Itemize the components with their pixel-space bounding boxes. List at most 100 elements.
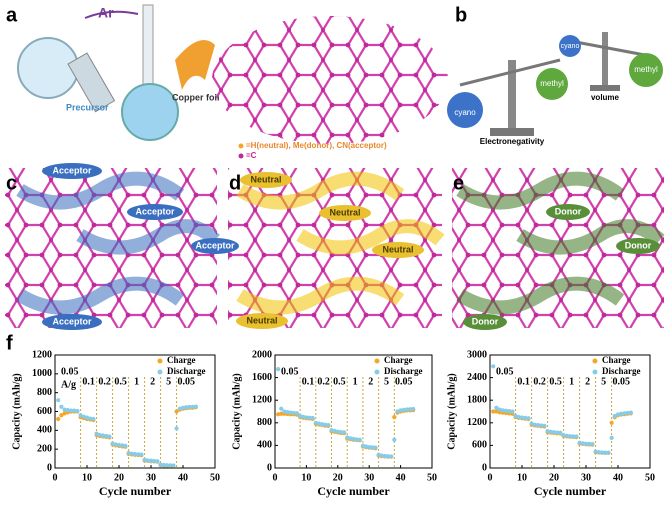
data-point [136, 452, 141, 457]
data-point [288, 410, 293, 415]
copper-foil [175, 40, 215, 90]
data-point [126, 450, 131, 456]
data-point [335, 429, 340, 434]
y-axis-label: Capacity (mAh/g) [446, 373, 457, 449]
data-point [145, 458, 150, 463]
data-point [193, 404, 198, 409]
x-tick-label: 0 [488, 472, 493, 483]
tag-label: Neutral [250, 174, 281, 184]
data-point [574, 434, 579, 439]
data-point [555, 430, 560, 435]
x-tick-label: 20 [549, 472, 559, 483]
data-point [285, 409, 290, 415]
data-point [561, 433, 566, 438]
gas-arrow [84, 10, 139, 19]
ball-label: methyl [634, 65, 658, 74]
data-point [491, 364, 496, 369]
data-point [373, 445, 378, 450]
y-tick-label: 400 [257, 440, 272, 451]
y-tick-label: 600 [472, 440, 487, 451]
data-point [500, 408, 505, 413]
y-tick-label: 1800 [467, 394, 487, 405]
panel-label: b [455, 4, 467, 26]
data-point [148, 458, 154, 463]
x-tick-label: 30 [146, 472, 156, 483]
y-axis-label: Capacity (mAh/g) [231, 373, 242, 449]
tag-label: Donor [625, 240, 652, 250]
legend-carbon: =C [246, 151, 257, 160]
data-point [62, 411, 67, 416]
x-tick-label: 40 [613, 472, 623, 483]
data-point [612, 413, 617, 419]
orbital-waves [16, 171, 665, 315]
legend-label: Charge [384, 355, 413, 365]
tag-label: Acceptor [52, 316, 92, 326]
legend-label: Charge [167, 355, 196, 365]
x-tick-label: 50 [427, 472, 437, 483]
x-tick-label: 50 [645, 472, 655, 483]
gas-label: Ar [98, 5, 114, 21]
rate-label: 0.05 [281, 366, 299, 377]
rate-label: 0.5 [114, 376, 127, 387]
panel-label: a [6, 4, 18, 26]
x-tick-label: 20 [114, 472, 124, 483]
data-point [120, 443, 125, 448]
ball-label: cyano [561, 43, 580, 50]
data-point [628, 410, 633, 415]
data-point [332, 428, 337, 434]
legend-marker [374, 358, 380, 364]
data-point [491, 409, 496, 414]
data-point [385, 454, 391, 459]
data-point [609, 420, 614, 425]
legend-label: Charge [602, 355, 631, 365]
data-point [59, 413, 64, 418]
y-tick-label: 0 [47, 462, 52, 473]
rate-label: 0.1 [517, 376, 530, 387]
data-point [187, 404, 192, 410]
data-point [609, 435, 614, 440]
data-point [294, 411, 300, 416]
data-point [542, 423, 547, 428]
tube [67, 52, 116, 113]
x-axis-label: Cycle number [534, 484, 607, 498]
y-tick-label: 1000 [32, 368, 52, 379]
x-tick-label: 20 [333, 472, 343, 483]
plot-frame [489, 354, 651, 469]
legend-marker [157, 369, 163, 375]
data-point [398, 408, 403, 413]
rate-label: 1 [134, 376, 139, 387]
data-point [62, 407, 67, 412]
rate-label: 0.2 [98, 376, 111, 387]
x-tick-label: 10 [82, 472, 92, 483]
balance [447, 58, 568, 136]
y-axis-label: Capacity (mAh/g) [11, 373, 22, 449]
y-tick-label: 200 [37, 443, 52, 454]
data-point [507, 409, 512, 414]
ball-label: methyl [540, 79, 564, 88]
data-point [152, 458, 157, 464]
data-point [97, 432, 102, 438]
tag-label: Donor [472, 316, 499, 326]
tag-label: Acceptor [52, 165, 92, 175]
data-point [510, 409, 515, 414]
data-point [407, 407, 413, 412]
y-tick-label: 1200 [32, 349, 52, 360]
rate-label: 2 [585, 376, 590, 387]
data-point [583, 441, 589, 446]
tag-label: Neutral [329, 207, 360, 217]
rate-label: 5 [384, 376, 389, 387]
data-point [599, 450, 605, 455]
data-point [164, 463, 170, 468]
x-tick-label: 30 [581, 472, 591, 483]
data-point [276, 367, 281, 372]
legend-marker [592, 369, 598, 375]
data-point [411, 406, 416, 412]
data-point [291, 410, 296, 416]
data-point [571, 434, 576, 439]
data-point [551, 430, 557, 435]
x-tick-label: 10 [517, 472, 527, 483]
legend-label: Discharge [384, 366, 423, 376]
panel-label: d [229, 172, 241, 194]
data-point [323, 422, 328, 427]
data-point [190, 404, 195, 409]
